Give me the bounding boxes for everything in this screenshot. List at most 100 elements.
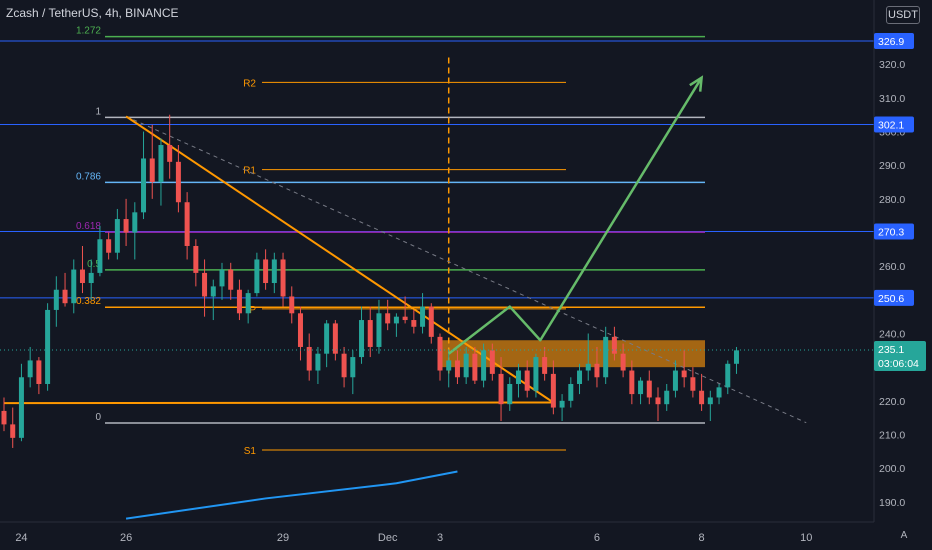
candle-body [733, 350, 739, 364]
candle-body [533, 357, 539, 391]
price-tick-label: 210.0 [879, 429, 905, 441]
candle-body [594, 363, 600, 378]
candle-body [297, 313, 303, 347]
candle-body [228, 269, 234, 290]
candle-body [158, 145, 164, 183]
moving-average-line [125, 470, 458, 520]
time-tick-label: 8 [699, 532, 705, 544]
time-tick-label: 3 [437, 532, 443, 544]
candle-body [210, 286, 216, 297]
candle-body [1, 410, 7, 425]
candle-body [202, 272, 208, 297]
candle-body [489, 350, 495, 374]
candle-body [10, 424, 16, 438]
candle-body [646, 380, 652, 398]
price-tick-label: 260.0 [879, 261, 905, 273]
candle-body [725, 363, 731, 388]
currency-badge[interactable]: USDT [886, 6, 920, 24]
price-tick-label: 240.0 [879, 329, 905, 341]
candle-body [376, 313, 382, 347]
candle-body [97, 239, 103, 273]
candle-body [193, 245, 199, 273]
candle-body [568, 383, 574, 401]
price-level-badge-label: 326.9 [878, 36, 904, 48]
auto-scale-button[interactable]: A [900, 530, 908, 541]
candle-body [359, 320, 365, 358]
pivot-label: R1 [243, 166, 256, 177]
candle-body [420, 306, 426, 327]
candle-body [550, 373, 556, 408]
candle-body [219, 269, 225, 287]
candle-body [71, 269, 77, 304]
candle-body [167, 145, 173, 162]
price-level-badge-label: 270.3 [878, 227, 904, 239]
fib-level-label: 1.272 [76, 26, 101, 37]
price-tick-label: 310.0 [879, 93, 905, 105]
last-price-label: 235.1 [878, 344, 904, 356]
time-tick-label: 10 [800, 532, 812, 544]
candle-body [132, 212, 138, 233]
candle-body [324, 323, 330, 354]
candle-body [454, 360, 460, 378]
price-axis [874, 0, 932, 550]
candle-body [611, 336, 617, 354]
candle-body [245, 293, 251, 314]
candle-body [45, 309, 51, 384]
candle-body [184, 202, 190, 246]
price-tick-label: 280.0 [879, 194, 905, 206]
candle-body [18, 377, 24, 438]
candle-body [263, 259, 269, 284]
time-tick-label: 6 [594, 532, 600, 544]
candle-body [141, 158, 147, 213]
pivot-label: R2 [243, 78, 256, 89]
candle-body [341, 353, 347, 378]
last-price-badge [874, 340, 926, 371]
candle-body [515, 370, 521, 384]
candle-body [428, 306, 434, 337]
candle-body [236, 289, 242, 314]
fib-level-label: 0.5 [87, 259, 101, 270]
time-tick-label: 26 [120, 532, 132, 544]
fib-level-label: 0.786 [76, 171, 101, 182]
candle-body [603, 336, 609, 378]
candle-body [367, 320, 373, 347]
candle-body [716, 387, 722, 398]
price-tick-label: 200.0 [879, 463, 905, 475]
candle-body [27, 360, 33, 378]
candle-body [53, 289, 59, 310]
candle-body [699, 390, 705, 405]
candle-body [254, 259, 260, 294]
fib-level-label: 1 [95, 106, 101, 117]
candle-body [559, 400, 565, 408]
candle-body [79, 269, 85, 284]
candle-body [306, 346, 312, 371]
price-level-badge [874, 223, 914, 240]
candle-body [36, 360, 42, 384]
candle-body [542, 357, 548, 374]
time-tick-label: 24 [15, 532, 27, 544]
price-tick-label: 290.0 [879, 160, 905, 172]
candle-body [524, 370, 530, 391]
projection-arrowhead [689, 75, 704, 92]
price-level-badge-label: 302.1 [878, 119, 904, 131]
candle-body [123, 219, 129, 233]
chart-title: Zcash / TetherUS, 4h, BINANCE [6, 6, 179, 20]
candle-body [88, 272, 94, 284]
pivot-label: S1 [244, 446, 257, 457]
candle-body [62, 289, 68, 304]
candle-body [585, 363, 591, 371]
candle-body [463, 353, 469, 378]
candle-body [289, 296, 295, 314]
price-tick-label: 220.0 [879, 396, 905, 408]
price-tick-label: 190.0 [879, 497, 905, 509]
candle-body [664, 390, 670, 405]
projection-arrow [447, 77, 703, 355]
price-level-badge-label: 250.6 [878, 293, 904, 305]
candle-body [114, 219, 120, 253]
candle-body [271, 259, 277, 284]
fib-level-label: 0.382 [76, 296, 101, 307]
candle-body [175, 161, 181, 203]
candle-body [707, 397, 713, 405]
candle-body [690, 377, 696, 391]
